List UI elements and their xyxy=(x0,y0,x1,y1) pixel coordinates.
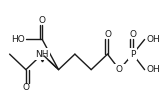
Text: OH: OH xyxy=(146,65,160,74)
Text: O: O xyxy=(116,65,123,74)
Text: O: O xyxy=(39,16,46,25)
Text: P: P xyxy=(130,50,135,59)
Text: O: O xyxy=(22,83,29,92)
Text: OH: OH xyxy=(146,35,160,44)
Text: HO: HO xyxy=(11,35,24,44)
Text: O: O xyxy=(129,31,136,40)
Text: NH: NH xyxy=(35,50,49,59)
Text: O: O xyxy=(104,31,111,40)
